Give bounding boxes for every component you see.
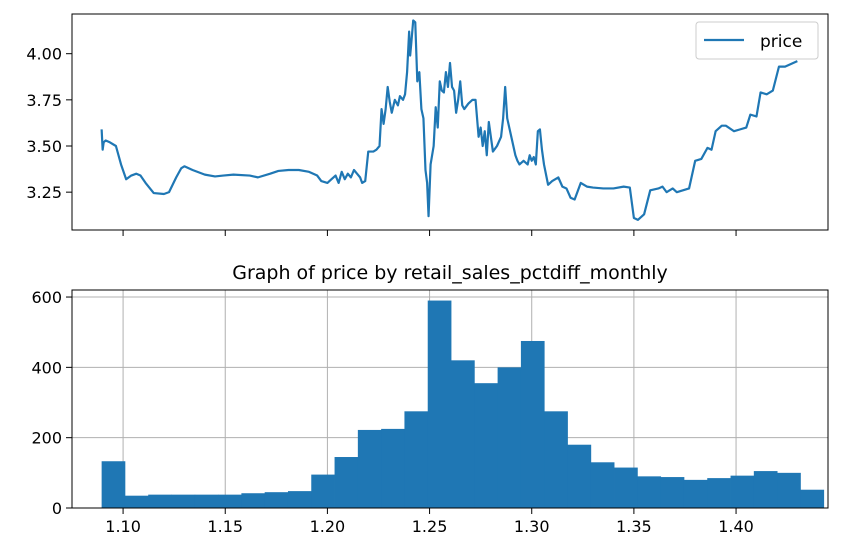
histogram-bar [404, 411, 429, 508]
histogram-bar [474, 383, 498, 508]
histogram-bar [590, 462, 615, 508]
bottom-y-tick-label: 200 [31, 429, 62, 448]
top-y-tick-label: 3.75 [26, 91, 62, 110]
top-y-axis: 3.25 3.50 3.75 4.00 [26, 45, 72, 202]
histogram-chart: Graph of price by retail_sales_pctdiff_m… [31, 262, 829, 536]
histogram-bar [381, 428, 405, 508]
histogram-bar [194, 494, 219, 508]
bottom-x-tick-label: 1.25 [412, 517, 448, 536]
histogram-bar [660, 477, 685, 508]
histogram-bar [218, 494, 242, 508]
histogram-bar [451, 360, 475, 508]
bottom-plot-frame [71, 289, 829, 509]
bottom-x-tick-label: 1.10 [105, 517, 141, 536]
histogram-bar [101, 461, 126, 508]
bottom-x-tick-label: 1.35 [616, 517, 652, 536]
histogram-bar [730, 475, 755, 508]
histogram-bar [707, 478, 731, 508]
bottom-y-axis: 0 200 400 600 [31, 288, 72, 518]
histogram-bar [171, 494, 196, 508]
histogram-bar [544, 411, 568, 508]
histogram-bar [148, 494, 172, 508]
price-line-chart: 3.25 3.50 3.75 4.00 price [26, 13, 829, 236]
histogram-bar [357, 429, 382, 508]
bottom-x-tick-label: 1.40 [718, 517, 754, 536]
bottom-x-axis: 1.10 1.15 1.20 1.25 1.30 1.35 1.40 [105, 508, 754, 536]
bottom-x-tick-label: 1.30 [514, 517, 550, 536]
histogram-bar [800, 489, 825, 508]
top-plot-frame [71, 13, 829, 231]
histogram-bar [753, 471, 778, 508]
legend-label-price: price [760, 32, 802, 52]
bottom-x-tick-label: 1.20 [310, 517, 346, 536]
histogram-bar [637, 476, 662, 508]
histogram-bars [101, 300, 825, 508]
histogram-bar [683, 479, 708, 508]
top-y-tick-label: 4.00 [26, 45, 62, 64]
histogram-bar [311, 474, 335, 508]
histogram-bar [497, 367, 522, 508]
bottom-y-tick-label: 0 [52, 499, 62, 518]
histogram-title: Graph of price by retail_sales_pctdiff_m… [232, 262, 668, 284]
histogram-bar [124, 495, 149, 508]
histogram-bar [614, 467, 638, 508]
histogram-bar [567, 444, 592, 508]
histogram-bar [264, 492, 289, 508]
bottom-y-tick-label: 400 [31, 358, 62, 377]
legend: price [695, 21, 819, 60]
histogram-bar [287, 491, 312, 508]
bottom-x-tick-label: 1.15 [207, 517, 243, 536]
histogram-bar [427, 300, 452, 508]
top-y-tick-label: 3.50 [26, 137, 62, 156]
price-series-line [100, 19, 798, 221]
bottom-y-tick-label: 600 [31, 288, 62, 307]
top-y-tick-label: 3.25 [26, 183, 62, 202]
top-x-axis [122, 230, 737, 236]
histogram-bar [520, 340, 545, 508]
histogram-bar [241, 493, 266, 508]
legend-box [695, 21, 819, 60]
histogram-bar [334, 457, 359, 508]
histogram-bar [777, 472, 801, 508]
